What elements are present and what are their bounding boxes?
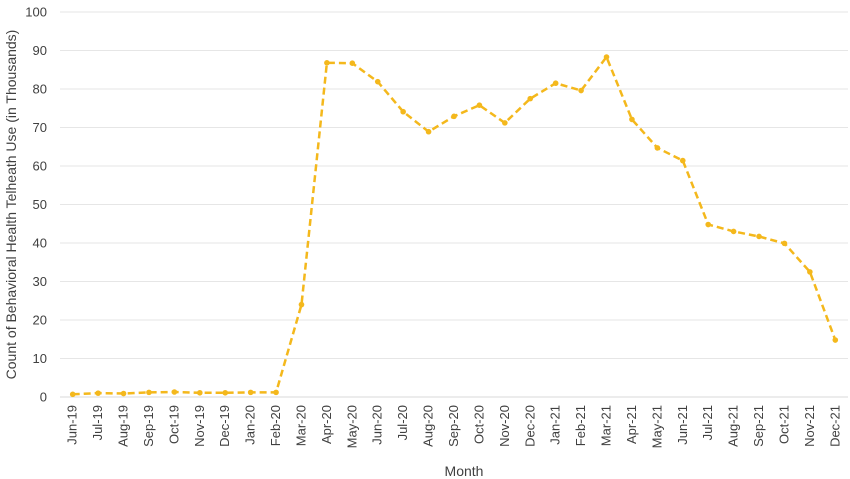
y-tick-label: 100: [25, 5, 47, 20]
y-tick-labels: 0 10 20 30 40 50 60 70 80 90 100: [25, 5, 47, 405]
data-point: [171, 389, 178, 395]
x-tick-label: Mar-21: [599, 405, 614, 446]
data-point: [476, 102, 483, 108]
y-tick-label: 20: [33, 313, 47, 328]
x-tick-label: Dec-21: [827, 405, 842, 447]
data-point: [197, 389, 203, 396]
data-point: [502, 120, 508, 126]
y-tick-label: 40: [33, 236, 47, 251]
data-point: [756, 233, 762, 240]
data-point: [654, 145, 661, 151]
data-point: [146, 389, 152, 396]
x-tick-label: Jul-21: [700, 405, 715, 440]
x-tick-label: Sep-20: [446, 405, 461, 447]
y-axis-title: Count of Behavioral Health Telheath Use …: [3, 30, 19, 380]
data-point: [273, 389, 279, 396]
data-point: [374, 78, 381, 85]
y-tick-label: 90: [33, 43, 47, 58]
y-tick-label: 30: [33, 274, 47, 289]
data-point: [832, 337, 839, 343]
x-tick-label: Oct-19: [166, 405, 181, 444]
x-tick-label: Apr-21: [624, 405, 639, 444]
y-tick-label: 50: [33, 197, 47, 212]
data-point: [222, 389, 229, 396]
y-tick-label: 60: [33, 159, 47, 174]
y-tick-label: 0: [40, 390, 47, 405]
x-axis-title: Month: [445, 463, 484, 479]
x-tick-label: Jul-20: [395, 405, 410, 440]
data-point: [120, 390, 127, 397]
data-point: [425, 128, 432, 135]
data-point: [578, 87, 584, 94]
x-tick-label: Jun-20: [370, 405, 385, 445]
x-tick-label: Aug-21: [726, 405, 741, 447]
data-point: [807, 269, 813, 275]
x-tick-label: Nov-20: [497, 405, 512, 447]
x-tick-label: Nov-21: [802, 405, 817, 447]
data-point: [349, 60, 356, 67]
series-line: [72, 55, 837, 396]
y-tick-label: 10: [33, 351, 47, 366]
data-point: [679, 157, 686, 164]
data-point: [730, 228, 737, 235]
data-point: [400, 108, 406, 115]
data-point: [451, 113, 457, 120]
data-point: [95, 390, 101, 396]
gridlines: [60, 11, 848, 359]
data-point: [705, 221, 711, 228]
x-tick-label: Sep-19: [141, 405, 156, 447]
x-tick-label: Jan-21: [548, 405, 563, 445]
x-tick-label: May-21: [649, 405, 664, 448]
x-tick-label: Sep-21: [751, 405, 766, 447]
x-tick-label: May-20: [344, 405, 359, 448]
x-tick-label: Jun-21: [675, 405, 690, 445]
data-point: [552, 80, 559, 87]
x-tick-label: Feb-20: [268, 405, 283, 446]
x-tick-label: Oct-21: [776, 405, 791, 444]
x-tick-label: Apr-20: [319, 405, 334, 444]
x-tick-label: Aug-19: [116, 405, 131, 447]
x-tick-label: Mar-20: [293, 405, 308, 446]
x-tick-label: Jul-19: [90, 405, 105, 440]
x-tick-label: Aug-20: [421, 405, 436, 447]
y-tick-label: 80: [33, 82, 47, 97]
x-tick-label: Feb-21: [573, 405, 588, 446]
data-point: [603, 54, 610, 60]
data-point: [247, 389, 254, 396]
x-tick-label: Dec-20: [522, 405, 537, 447]
data-point: [324, 60, 330, 66]
x-tick-label: Jan-20: [243, 405, 258, 445]
y-tick-label: 70: [33, 120, 47, 135]
x-tick-label: Oct-20: [471, 405, 486, 444]
series-telehealth-use: [69, 54, 839, 398]
x-tick-label: Jun-19: [65, 405, 80, 445]
x-tick-label: Nov-19: [192, 405, 207, 447]
data-point: [298, 301, 305, 308]
x-tick-labels: Jun-19 Jul-19 Aug-19 Sep-19 Oct-19 Nov-19 Dec-…: [65, 405, 843, 448]
data-point: [781, 240, 788, 247]
data-point: [69, 391, 76, 398]
data-point: [629, 116, 635, 123]
x-tick-label: Dec-19: [217, 405, 232, 447]
data-point: [527, 95, 534, 102]
